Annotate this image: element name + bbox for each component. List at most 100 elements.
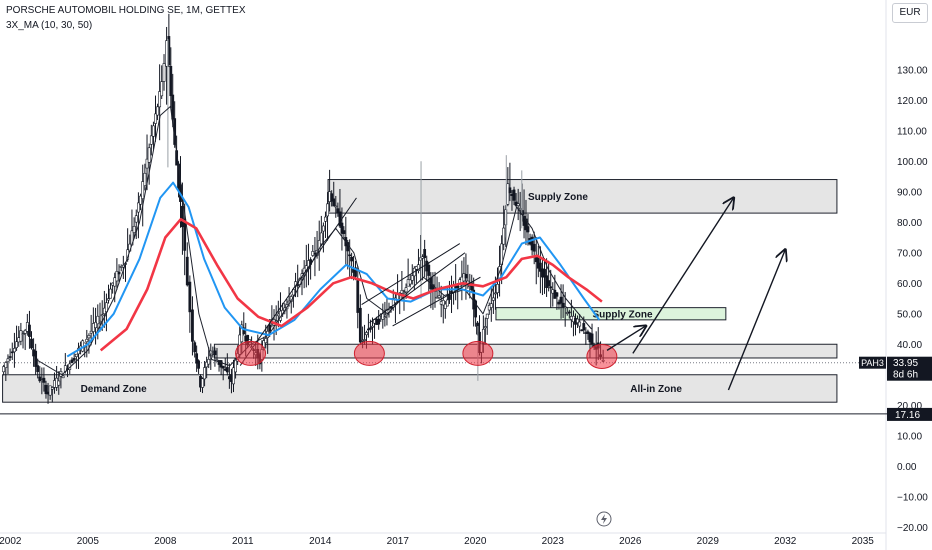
candle-body	[402, 291, 406, 294]
candle-body	[242, 327, 246, 335]
candle-body	[147, 147, 151, 163]
candle-body	[85, 338, 89, 343]
candle-body	[361, 340, 365, 342]
candle-body	[268, 324, 272, 332]
candle-body	[504, 209, 508, 226]
x-tick-label: 2023	[542, 536, 565, 547]
bar-countdown-label: 8d 6h	[893, 370, 918, 381]
y-tick-label: 50.00	[897, 309, 922, 320]
candle-body	[512, 189, 516, 201]
candle-body	[324, 216, 327, 222]
candle-body	[494, 292, 497, 295]
candle-body	[567, 311, 571, 314]
candle-body	[191, 309, 194, 342]
candle-body	[496, 284, 499, 293]
candle-body	[561, 302, 565, 308]
highlight-ellipse-2[interactable]	[462, 340, 494, 366]
candle-body	[188, 281, 192, 313]
candle-body	[113, 277, 117, 287]
x-tick-label: 2026	[619, 536, 642, 547]
candle-body	[107, 298, 110, 301]
candle-body	[15, 341, 18, 349]
projection-arrow-2[interactable]	[727, 250, 785, 391]
lightning-icon-glyph	[601, 514, 607, 524]
candle-body	[543, 268, 546, 278]
trendline-0[interactable]	[239, 197, 357, 366]
candle-body	[96, 315, 100, 325]
candle-body	[8, 356, 12, 358]
x-tick-label: 2005	[77, 536, 100, 547]
highlight-ellipse-0[interactable]	[235, 340, 267, 366]
candle-body	[506, 183, 510, 205]
candle-body	[6, 358, 10, 363]
candle-body	[348, 254, 352, 257]
candle-body	[165, 40, 169, 67]
projection-arrow-1[interactable]	[632, 198, 734, 354]
series-line-ma-30[interactable]	[66, 181, 601, 358]
y-tick-label: 110.00	[897, 126, 927, 137]
candle-body	[89, 330, 93, 334]
y-tick-label: 60.00	[897, 279, 922, 290]
candle-body	[358, 307, 362, 343]
x-tick-label: 2035	[852, 536, 875, 547]
series-line-ma-10[interactable]	[35, 105, 592, 376]
candle-body	[445, 299, 449, 307]
candle-body	[448, 294, 451, 300]
supply-zone-label-lower: Supply Zone	[593, 309, 653, 320]
zone-box-1[interactable]	[495, 307, 727, 321]
last-price-label: 33.95	[893, 358, 918, 369]
candle-body	[183, 218, 187, 251]
currency-button[interactable]: EUR	[892, 3, 928, 23]
candle-body	[549, 286, 553, 289]
highlight-ellipse-3[interactable]	[586, 343, 618, 369]
candle-body	[162, 63, 166, 82]
candle-body	[42, 377, 46, 383]
candle-body	[576, 318, 579, 324]
candle-body	[61, 375, 65, 379]
chart-title: PORSCHE AUTOMOBIL HOLDING SE, 1M, GETTEX	[6, 5, 246, 16]
candle-body	[586, 331, 590, 334]
candle-body	[518, 208, 522, 211]
candle-body	[371, 325, 374, 328]
candle-body	[203, 367, 206, 380]
candle-body	[538, 262, 542, 272]
candle-body	[363, 339, 366, 341]
candle-body	[137, 202, 140, 213]
candle-body	[4, 362, 8, 368]
trendline-1[interactable]	[369, 252, 466, 324]
x-tick-label: 2011	[232, 536, 254, 547]
candle-body	[109, 288, 112, 299]
candle-body	[340, 222, 344, 234]
channel-upper-line[interactable]	[361, 243, 461, 306]
candle-body	[264, 338, 268, 343]
candle-body	[44, 384, 48, 395]
candle-body	[30, 338, 33, 349]
candle-body	[205, 361, 209, 368]
channel-lower-line[interactable]	[392, 276, 481, 327]
y-tick-label: 120.00	[897, 96, 928, 107]
candle-body	[158, 91, 162, 108]
indicator-legend[interactable]: 3X_MA (10, 30, 50)	[6, 20, 93, 31]
y-tick-label: 0.00	[897, 462, 917, 473]
x-tick-label: 2002	[0, 536, 22, 547]
candle-body	[342, 230, 346, 234]
zone-box-3[interactable]	[2, 374, 838, 403]
candle-body	[28, 324, 31, 337]
candle-body	[404, 287, 408, 293]
candle-body	[143, 172, 147, 186]
series-line-ma-50[interactable]	[99, 217, 603, 352]
zone-box-0[interactable]	[327, 179, 838, 214]
candle-body	[423, 249, 427, 259]
candle-body	[36, 365, 40, 372]
candle-body	[470, 282, 474, 290]
y-tick-label: −20.00	[897, 523, 928, 534]
candle-body	[185, 256, 189, 286]
candle-body	[410, 275, 414, 281]
candle-body	[197, 360, 200, 369]
projection-arrow-0[interactable]	[606, 326, 646, 351]
candle-body	[21, 333, 25, 335]
highlight-ellipse-1[interactable]	[353, 340, 385, 366]
candle-body	[160, 81, 164, 97]
candle-body	[464, 274, 468, 279]
